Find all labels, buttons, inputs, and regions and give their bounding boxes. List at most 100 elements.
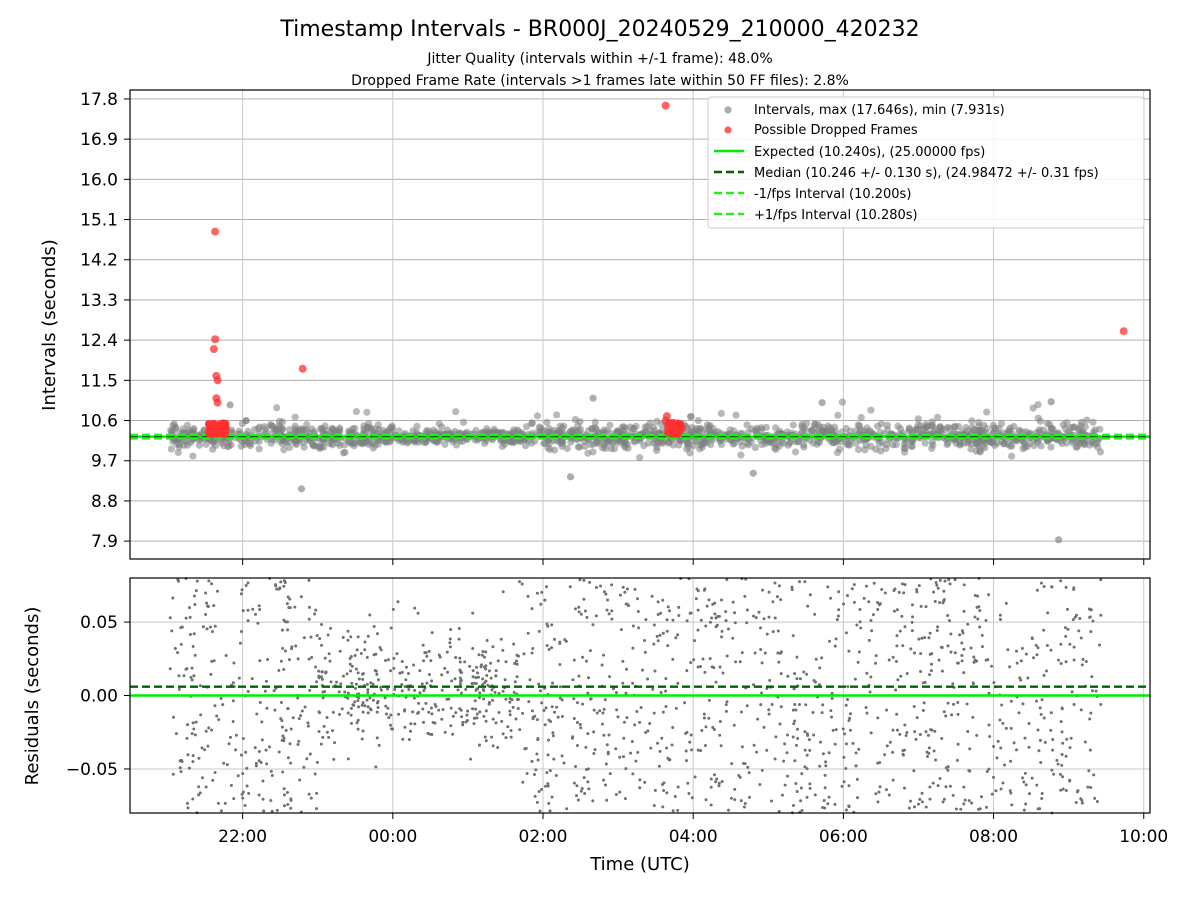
residual-point (962, 785, 966, 789)
residual-point (920, 800, 924, 804)
interval-point (784, 441, 792, 449)
residual-point (193, 653, 197, 657)
interval-point (262, 425, 270, 433)
residual-point (504, 697, 508, 701)
residual-point (227, 742, 231, 746)
residual-point (239, 592, 243, 596)
residual-point (931, 781, 935, 785)
interval-point (276, 437, 284, 446)
residual-point (521, 711, 525, 715)
residual-point (1004, 601, 1008, 605)
residual-point (487, 700, 491, 704)
residual-point (279, 701, 283, 705)
residual-point (927, 636, 931, 640)
residual-point (269, 769, 273, 773)
residual-point (624, 767, 628, 771)
residual-point (1092, 773, 1096, 777)
residual-point (829, 596, 833, 600)
residual-point (976, 594, 980, 598)
residual-point (901, 644, 905, 648)
intervals-y-tick-label: 14.2 (80, 251, 118, 271)
residual-point (197, 756, 201, 760)
residual-point (676, 681, 680, 685)
legend-marker-dropped (724, 126, 732, 134)
residual-point (535, 718, 539, 722)
interval-point (861, 446, 869, 454)
interval-point (843, 438, 851, 446)
residual-point (641, 668, 645, 672)
residual-point (245, 784, 249, 788)
residual-point (1087, 769, 1091, 773)
residual-point (872, 581, 876, 585)
residual-point (269, 799, 273, 803)
residual-point (526, 631, 530, 635)
residual-point (902, 591, 906, 595)
interval-point (183, 421, 191, 429)
residual-point (922, 701, 926, 705)
residual-point (197, 793, 201, 797)
residual-point (912, 651, 916, 655)
residual-point (938, 600, 942, 604)
residual-point (1056, 658, 1060, 662)
residual-point (354, 682, 358, 686)
residual-point (307, 605, 311, 609)
interval-point (483, 425, 491, 433)
residual-point (800, 772, 804, 776)
residual-point (481, 682, 485, 686)
interval-point (620, 441, 629, 450)
residual-point (795, 727, 799, 731)
interval-point (581, 442, 589, 450)
residual-point (928, 673, 932, 677)
residual-point (674, 636, 678, 640)
residual-point (834, 728, 838, 732)
residual-point (703, 670, 707, 674)
residual-point (583, 609, 587, 613)
residual-point (1090, 675, 1094, 679)
interval-point (772, 445, 780, 453)
residual-point (876, 716, 880, 720)
residual-point (560, 754, 564, 758)
residual-point (847, 649, 851, 653)
residual-point (972, 655, 976, 659)
residual-point (575, 784, 579, 788)
residual-point (1065, 737, 1069, 741)
residual-point (915, 588, 919, 592)
residual-point (767, 615, 771, 619)
interval-point (854, 445, 863, 454)
interval-point (809, 439, 818, 447)
residual-point (676, 785, 680, 789)
residual-point (1040, 791, 1044, 795)
residual-point (472, 681, 476, 685)
residual-point (478, 743, 482, 747)
residual-point (366, 691, 370, 695)
residual-point (418, 669, 422, 673)
residual-point (756, 717, 760, 721)
residual-point (476, 675, 480, 679)
residual-point (571, 678, 575, 682)
interval-point (944, 439, 952, 447)
residual-point (474, 665, 478, 669)
residual-point (542, 708, 546, 712)
interval-point (983, 408, 991, 416)
residual-point (210, 728, 214, 732)
residual-point (296, 696, 300, 700)
residual-point (1027, 792, 1031, 796)
residual-point (290, 647, 294, 651)
residual-point (734, 660, 738, 664)
residuals-x-ticks: 22:00 00:00 02:00 04:00 06:00 08:00 10:00 (218, 813, 1168, 847)
residual-point (878, 761, 882, 765)
intervals-y-tick-label: 16.0 (80, 170, 118, 190)
residual-point (994, 789, 998, 793)
residual-point (885, 744, 889, 748)
residual-point (710, 616, 714, 620)
intervals-y-tick-label: 13.3 (80, 291, 118, 311)
interval-point (997, 419, 1006, 428)
residual-point (302, 636, 306, 640)
residual-point (1009, 699, 1013, 703)
residual-point (693, 639, 697, 643)
residual-point (830, 715, 834, 719)
residual-point (310, 655, 314, 659)
interval-point (653, 446, 661, 455)
residual-point (356, 699, 360, 703)
residual-point (494, 669, 498, 673)
